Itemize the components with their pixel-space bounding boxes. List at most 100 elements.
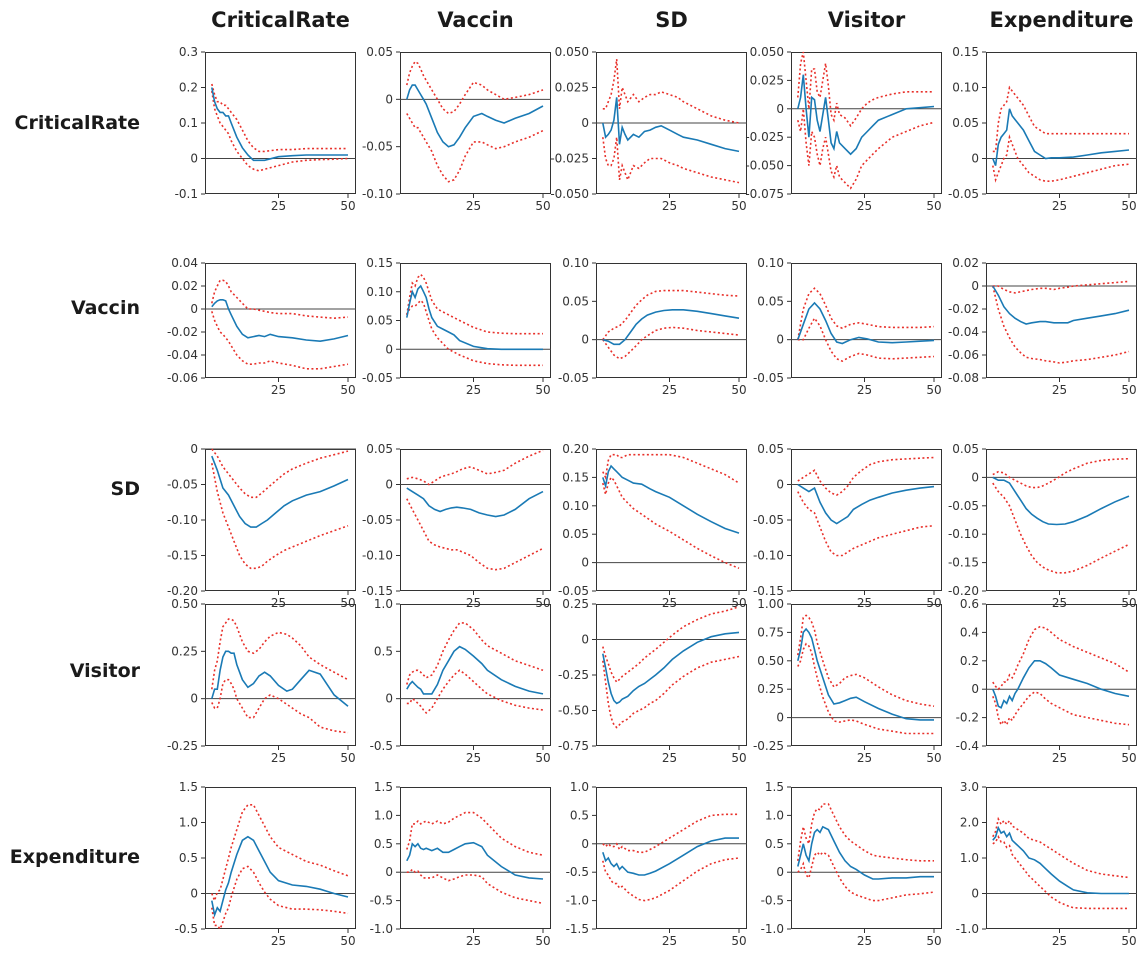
y-tick-label: 0	[190, 692, 198, 706]
y-tick-label: 0.04	[171, 256, 198, 270]
x-tick-label: 25	[662, 934, 677, 948]
upper-band	[992, 625, 1130, 691]
panel-vaccin-expenditure: -0.08 -0.06 -0.04 -0.02 0 0.02 25 50	[948, 256, 1137, 397]
y-tick-label: -0.05	[753, 513, 784, 527]
y-tick-label: 0	[581, 556, 589, 570]
panel-visitor-vaccin: -0.5 0 0.5 1.0 25 50	[370, 597, 551, 765]
panel-frame	[596, 787, 747, 929]
y-tick-label: 0.15	[366, 256, 393, 270]
y-tick-label: -0.75	[558, 739, 589, 753]
panel-vaccin-visitor: -0.05 0 0.05 0.10 25 50	[753, 256, 942, 397]
upper-band	[211, 804, 349, 903]
x-tick-label: 50	[340, 383, 355, 397]
y-tick-label: 0.5	[179, 851, 198, 865]
response-line	[797, 825, 934, 880]
y-tick-label: -0.10	[948, 527, 979, 541]
y-tick-label: -0.10	[167, 513, 198, 527]
row-title-visitor: Visitor	[69, 660, 140, 682]
panel-frame	[205, 263, 356, 378]
y-tick-label: -0.25	[167, 739, 198, 753]
panel-frame	[791, 52, 942, 194]
x-tick-label: 50	[535, 751, 550, 765]
y-tick-label: 1.00	[757, 597, 784, 611]
lower-band	[406, 868, 544, 905]
y-tick-label: 0.025	[555, 81, 589, 95]
lower-band	[211, 463, 349, 570]
panel-sd-sd: -0.05 0 0.05 0.10 0.15 0.20 25 50	[558, 442, 747, 610]
panel-criticalrate-sd: -0.050 -0.025 0 0.025 0.050 25 50	[550, 45, 747, 213]
panel-frame	[986, 604, 1137, 746]
lower-band	[797, 316, 935, 362]
x-tick-label: 25	[1052, 199, 1067, 213]
y-tick-label: 0.05	[757, 442, 784, 456]
y-tick-label: -0.15	[362, 584, 393, 598]
x-tick-label: 50	[926, 199, 941, 213]
y-tick-label: 1.5	[765, 780, 784, 794]
panel-frame	[205, 787, 356, 929]
upper-band	[797, 51, 934, 128]
y-tick-label: 0.3	[179, 45, 198, 59]
response-line	[992, 476, 1130, 526]
y-tick-label: -0.05	[753, 371, 784, 385]
response-line	[992, 825, 1129, 895]
y-tick-label: 0.02	[952, 256, 979, 270]
panel-expenditure-sd: -1.5 -1.0 -0.5 0 0.5 1.0 25 50	[566, 780, 747, 948]
upper-band	[992, 816, 1130, 879]
y-tick-label: -1.0	[370, 922, 393, 936]
panel-frame	[400, 263, 551, 378]
panel-expenditure-expenditure: -1.0 0 1.0 2.0 3.0 25 50	[956, 780, 1137, 948]
x-tick-label: 25	[466, 199, 481, 213]
panel-criticalrate-vaccin: -0.10 -0.05 0 0.05 25 50	[362, 45, 551, 213]
y-tick-label: 1.5	[374, 780, 393, 794]
upper-band	[602, 289, 740, 341]
y-tick-label: 0.02	[171, 279, 198, 293]
y-tick-label: 0.5	[570, 808, 589, 822]
x-tick-label: 25	[466, 383, 481, 397]
x-tick-label: 25	[466, 596, 481, 610]
x-tick-label: 50	[340, 934, 355, 948]
x-tick-label: 25	[662, 751, 677, 765]
x-tick-label: 25	[271, 596, 286, 610]
x-tick-label: 50	[535, 596, 550, 610]
y-tick-label: -0.25	[558, 668, 589, 682]
x-tick-label: 50	[1121, 934, 1136, 948]
y-tick-label: 0.05	[366, 314, 393, 328]
y-tick-label: 0	[385, 865, 393, 879]
lower-band	[797, 491, 935, 557]
upper-band	[406, 449, 544, 486]
y-tick-label: 0	[776, 711, 784, 725]
y-tick-label: 0.10	[366, 285, 393, 299]
row-title-criticalrate: CriticalRate	[14, 112, 140, 134]
column-title-sd: SD	[655, 8, 688, 32]
y-tick-label: 1.0	[374, 597, 393, 611]
y-tick-label: -0.5	[566, 865, 589, 879]
response-line	[211, 650, 349, 707]
upper-band	[211, 448, 349, 499]
y-tick-label: -0.2	[956, 711, 979, 725]
y-tick-label: 0.2	[960, 654, 979, 668]
x-tick-label: 50	[1121, 199, 1136, 213]
x-tick-label: 50	[731, 383, 746, 397]
y-tick-label: -1.0	[956, 922, 979, 936]
y-tick-label: 0.10	[757, 256, 784, 270]
panel-frame	[596, 263, 747, 378]
x-tick-label: 25	[466, 934, 481, 948]
y-tick-label: -1.0	[761, 922, 784, 936]
x-tick-label: 50	[340, 751, 355, 765]
y-tick-label: -0.5	[761, 894, 784, 908]
y-tick-label: -0.06	[948, 348, 979, 362]
y-tick-label: -0.10	[753, 549, 784, 563]
panel-criticalrate-visitor: -0.075 -0.050 -0.025 0 0.025 0.050 25 50	[745, 45, 942, 213]
panel-frame	[791, 263, 942, 378]
panel-frame	[400, 52, 551, 194]
y-tick-label: -0.1	[175, 187, 198, 201]
panel-vaccin-vaccin: -0.05 0 0.05 0.10 0.15 25 50	[362, 256, 551, 397]
y-tick-label: 0	[190, 152, 198, 166]
y-tick-label: -0.05	[558, 584, 589, 598]
x-tick-label: 50	[926, 383, 941, 397]
panel-frame	[205, 604, 356, 746]
y-tick-label: -0.15	[167, 549, 198, 563]
y-tick-label: 0	[971, 279, 979, 293]
y-tick-label: 1.0	[179, 816, 198, 830]
y-tick-label: -0.20	[948, 584, 979, 598]
